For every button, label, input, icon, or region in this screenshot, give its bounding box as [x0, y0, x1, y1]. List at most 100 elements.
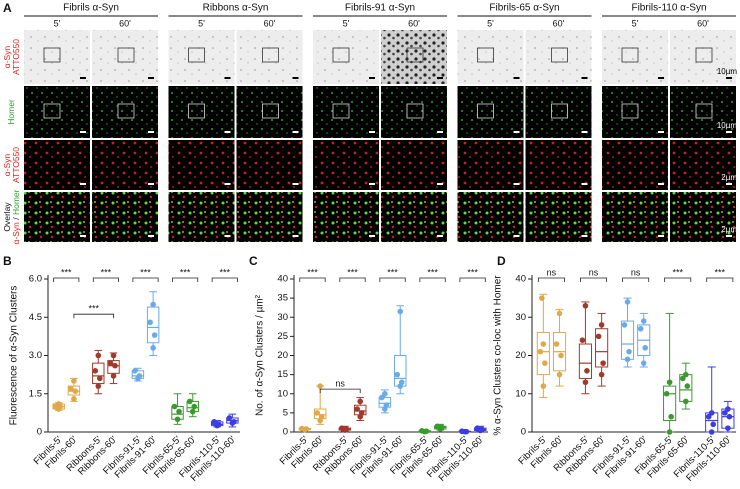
y-tick-label: 30	[277, 312, 288, 323]
data-point	[398, 379, 405, 386]
time-label: 60'	[408, 18, 420, 28]
micrograph	[457, 192, 524, 242]
inset-box	[695, 47, 713, 63]
row-label: α-Syn / Homer	[11, 189, 21, 244]
significance-label: ***	[672, 267, 683, 277]
row-label-part: Homer	[11, 189, 21, 215]
significance	[299, 277, 326, 282]
data-point	[215, 421, 222, 428]
significance	[379, 277, 406, 282]
data-point	[189, 408, 196, 415]
data-point	[666, 379, 673, 386]
inset-box	[406, 103, 424, 119]
micrograph	[236, 140, 303, 190]
data-point	[231, 419, 237, 425]
row-label: Overlay	[2, 202, 12, 232]
data-point	[600, 360, 606, 366]
y-tick-label: 1.5	[29, 388, 42, 399]
data-point	[537, 348, 544, 355]
inset-box	[43, 47, 61, 63]
data-point	[354, 406, 361, 412]
y-tick-label: 15	[277, 369, 288, 380]
data-point	[474, 425, 481, 431]
micrograph	[168, 30, 235, 84]
y-axis-label: Fluorescence of α-Syn Clusters	[9, 286, 20, 426]
data-point	[666, 429, 673, 435]
significance	[53, 277, 80, 282]
data-point	[725, 406, 731, 412]
panel-label: A	[3, 1, 12, 15]
row-label-part: Overlay	[2, 202, 12, 232]
data-point	[598, 322, 605, 328]
data-point	[705, 413, 712, 420]
micrograph	[525, 86, 592, 138]
panel-label: C	[249, 254, 258, 268]
significance	[92, 277, 119, 282]
data-point	[211, 419, 217, 425]
micrograph	[457, 140, 524, 190]
time-label: 60'	[119, 18, 131, 28]
inset-box	[406, 47, 424, 63]
y-tick-label: 4.5	[29, 312, 42, 323]
scale-label: 2µm	[721, 225, 737, 234]
significance-label: ns	[589, 267, 599, 277]
micrograph	[457, 86, 524, 138]
data-point	[226, 415, 233, 421]
inset-box	[551, 47, 568, 63]
inset-box	[551, 103, 568, 119]
row-label-part: α-Syn	[2, 154, 12, 177]
data-point	[110, 373, 117, 379]
data-point	[556, 371, 563, 378]
time-label: 60'	[553, 18, 565, 28]
significance-label: ***	[220, 267, 231, 277]
row-label-part: α-Syn	[11, 222, 21, 245]
y-tick-label: 10	[515, 388, 526, 399]
y-axis-label: No. of α-Syn Clusters / µm²	[255, 294, 266, 416]
data-point	[92, 368, 99, 374]
data-point	[343, 426, 350, 432]
data-point	[438, 424, 445, 431]
data-point	[621, 322, 628, 328]
row-label: α-Syn	[2, 46, 12, 69]
significance	[622, 277, 650, 282]
y-tick-label: 0	[37, 427, 42, 438]
data-point	[558, 352, 564, 359]
significance-label: ***	[307, 267, 318, 277]
significance-label: ***	[427, 267, 438, 277]
data-point	[318, 413, 325, 420]
data-point	[397, 308, 404, 315]
y-tick-label: 0	[283, 427, 288, 438]
micrograph	[168, 86, 235, 138]
data-point	[107, 360, 114, 366]
data-point	[132, 368, 138, 374]
scale-label: 10µm	[717, 67, 738, 76]
micrograph	[670, 192, 736, 242]
micrograph	[313, 192, 379, 242]
data-point	[55, 401, 62, 407]
significance	[706, 277, 734, 282]
data-point	[434, 423, 441, 430]
inset-box	[262, 103, 279, 119]
data-point	[186, 398, 193, 405]
time-label: 5'	[487, 18, 494, 28]
data-point	[96, 375, 103, 382]
micrograph	[92, 86, 158, 138]
data-point	[683, 398, 689, 405]
y-tick-label: 3.0	[29, 350, 42, 361]
micrograph	[92, 140, 158, 190]
data-point	[71, 378, 77, 384]
data-point	[339, 425, 345, 431]
micrograph	[381, 140, 447, 190]
micrograph	[602, 140, 668, 190]
significance-label: ns	[547, 267, 557, 277]
inset-box	[621, 103, 639, 119]
y-tick-label: 5	[283, 407, 288, 418]
data-point	[382, 390, 388, 397]
row-label: α-Syn	[2, 154, 12, 177]
y-axis-label: % α-Syn Clusters co-loc with Homer	[493, 275, 504, 436]
y-tick-label: 30	[515, 312, 526, 323]
y-tick-label: 35	[277, 293, 288, 304]
micrograph	[24, 30, 90, 84]
y-tick-label: 6.0	[29, 274, 42, 285]
inset-box	[695, 103, 713, 119]
